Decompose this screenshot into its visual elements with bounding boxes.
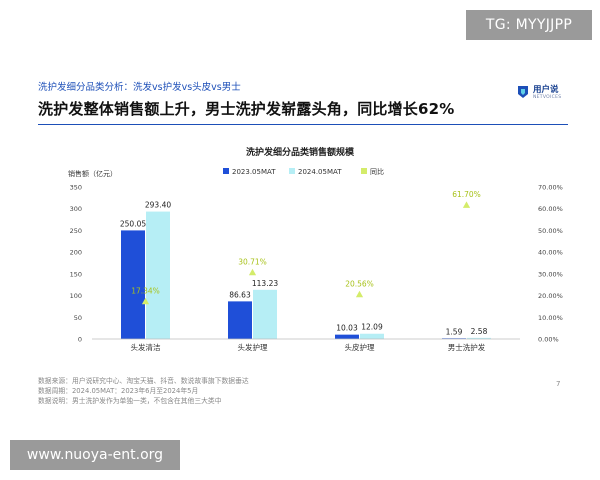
legend-swatch-0	[223, 168, 229, 174]
y-tick-label: 200	[70, 249, 82, 257]
x-tick-label: 男士洗护发	[448, 342, 486, 352]
growth-marker	[355, 290, 364, 298]
bar-value-label: 113.23	[252, 279, 278, 288]
legend-swatch-2	[361, 168, 367, 174]
legend-label-0: 2023.05MAT	[232, 168, 276, 176]
y-tick-label: 250	[70, 227, 82, 235]
brand-logo: 用户说 NETVOICES	[516, 81, 576, 105]
slide-subtitle: 洗护发细分品类分析：洗发vs护发vs头皮vs男士	[38, 82, 241, 93]
title-divider	[38, 124, 568, 125]
y2-tick-label: 50.00%	[538, 227, 563, 235]
y2-axis: 0.00% 10.00% 20.00% 30.00% 40.00% 50.00% 60.00…	[538, 184, 563, 344]
watermark-bottom-left: www.nuoya-ent.org	[10, 440, 180, 470]
y2-tick-label: 60.00%	[538, 205, 563, 213]
slide-headline: 洗护发整体销售额上升，男士洗护发崭露头角，同比增长62%	[38, 100, 455, 118]
growth-value-label: 17.34%	[131, 286, 160, 295]
y2-tick-label: 0.00%	[538, 336, 559, 344]
legend-label-1: 2024.05MAT	[298, 168, 342, 176]
y-axis-label: 销售额（亿元）	[68, 169, 117, 178]
x-axis: 头发清洁 头发护理 头皮护理 男士洗护发	[92, 338, 520, 352]
bar-2023-1	[228, 301, 252, 339]
bar-value-label: 86.63	[229, 290, 251, 299]
y2-tick-label: 10.00%	[538, 314, 563, 322]
legend-swatch-1	[289, 168, 295, 174]
bar-value-label: 12.09	[361, 323, 383, 332]
y2-tick-label: 70.00%	[538, 184, 563, 192]
growth-marker	[141, 297, 150, 305]
page-number: 7	[556, 380, 561, 388]
footnote-period: 数据周期：2024.05MAT：2023年6月至2024年5月	[38, 387, 199, 395]
y2-tick-label: 30.00%	[538, 270, 563, 278]
chart-title: 洗护发细分品类销售额规模	[246, 146, 355, 158]
x-tick-label: 头发清洁	[131, 342, 161, 352]
growth-marker	[248, 268, 257, 276]
bar-value-label: 2.58	[471, 327, 488, 336]
bar-2024-1	[253, 289, 277, 339]
legend-label-2: 同比	[370, 167, 384, 176]
watermark-top-right: TG: MYYJJPP	[466, 10, 592, 40]
bar-value-label: 293.40	[145, 201, 171, 210]
bar-2023-0	[121, 230, 145, 339]
y-tick-label: 300	[70, 205, 82, 213]
growth-value-label: 30.71%	[238, 257, 267, 266]
bar-2024-2	[360, 333, 384, 339]
bar-2023-2	[335, 334, 359, 339]
bar-value-label: 250.05	[120, 219, 146, 228]
growth-value-label: 20.56%	[345, 279, 374, 288]
chart-legend: 2023.05MAT 2024.05MAT 同比	[223, 167, 384, 176]
footnotes: 数据来源：用户说研究中心、淘宝天猫、抖音、数说故事旗下数据垂达 数据周期：202…	[38, 376, 249, 406]
logo-subtext: NETVOICES	[533, 95, 562, 100]
y-tick-label: 0	[78, 336, 82, 344]
bar-value-label: 10.03	[336, 324, 358, 333]
y-tick-label: 350	[70, 184, 82, 192]
growth-marker	[462, 201, 471, 208]
growth-markers: 17.34% 30.71% 20.56% 61.70%	[131, 190, 481, 305]
y-tick-label: 100	[70, 292, 82, 300]
logo-text: 用户说	[533, 85, 559, 95]
y-tick-label: 50	[74, 314, 82, 322]
y2-tick-label: 40.00%	[538, 249, 563, 257]
x-tick-label: 头皮护理	[345, 342, 375, 352]
bar-value-label: 1.59	[446, 327, 463, 336]
bar-2024-0	[146, 211, 170, 339]
growth-value-label: 61.70%	[452, 190, 481, 199]
y-tick-label: 150	[70, 270, 82, 278]
x-tick-label: 头发护理	[238, 342, 268, 352]
y2-tick-label: 20.00%	[538, 292, 563, 300]
footnote-note: 数据说明：男士洗护发作为单独一类，不包含在其他三大类中	[38, 397, 222, 405]
sales-chart: 洗护发细分品类销售额规模 销售额（亿元） 2023.05MAT 2024.05MA…	[68, 146, 563, 352]
footnote-source: 数据来源：用户说研究中心、淘宝天猫、抖音、数说故事旗下数据垂达	[38, 377, 249, 385]
y-axis: 0 50 100 150 200 250 300 350	[70, 184, 82, 344]
logo-mark-icon	[518, 86, 528, 98]
bar-2024-3	[467, 337, 491, 339]
